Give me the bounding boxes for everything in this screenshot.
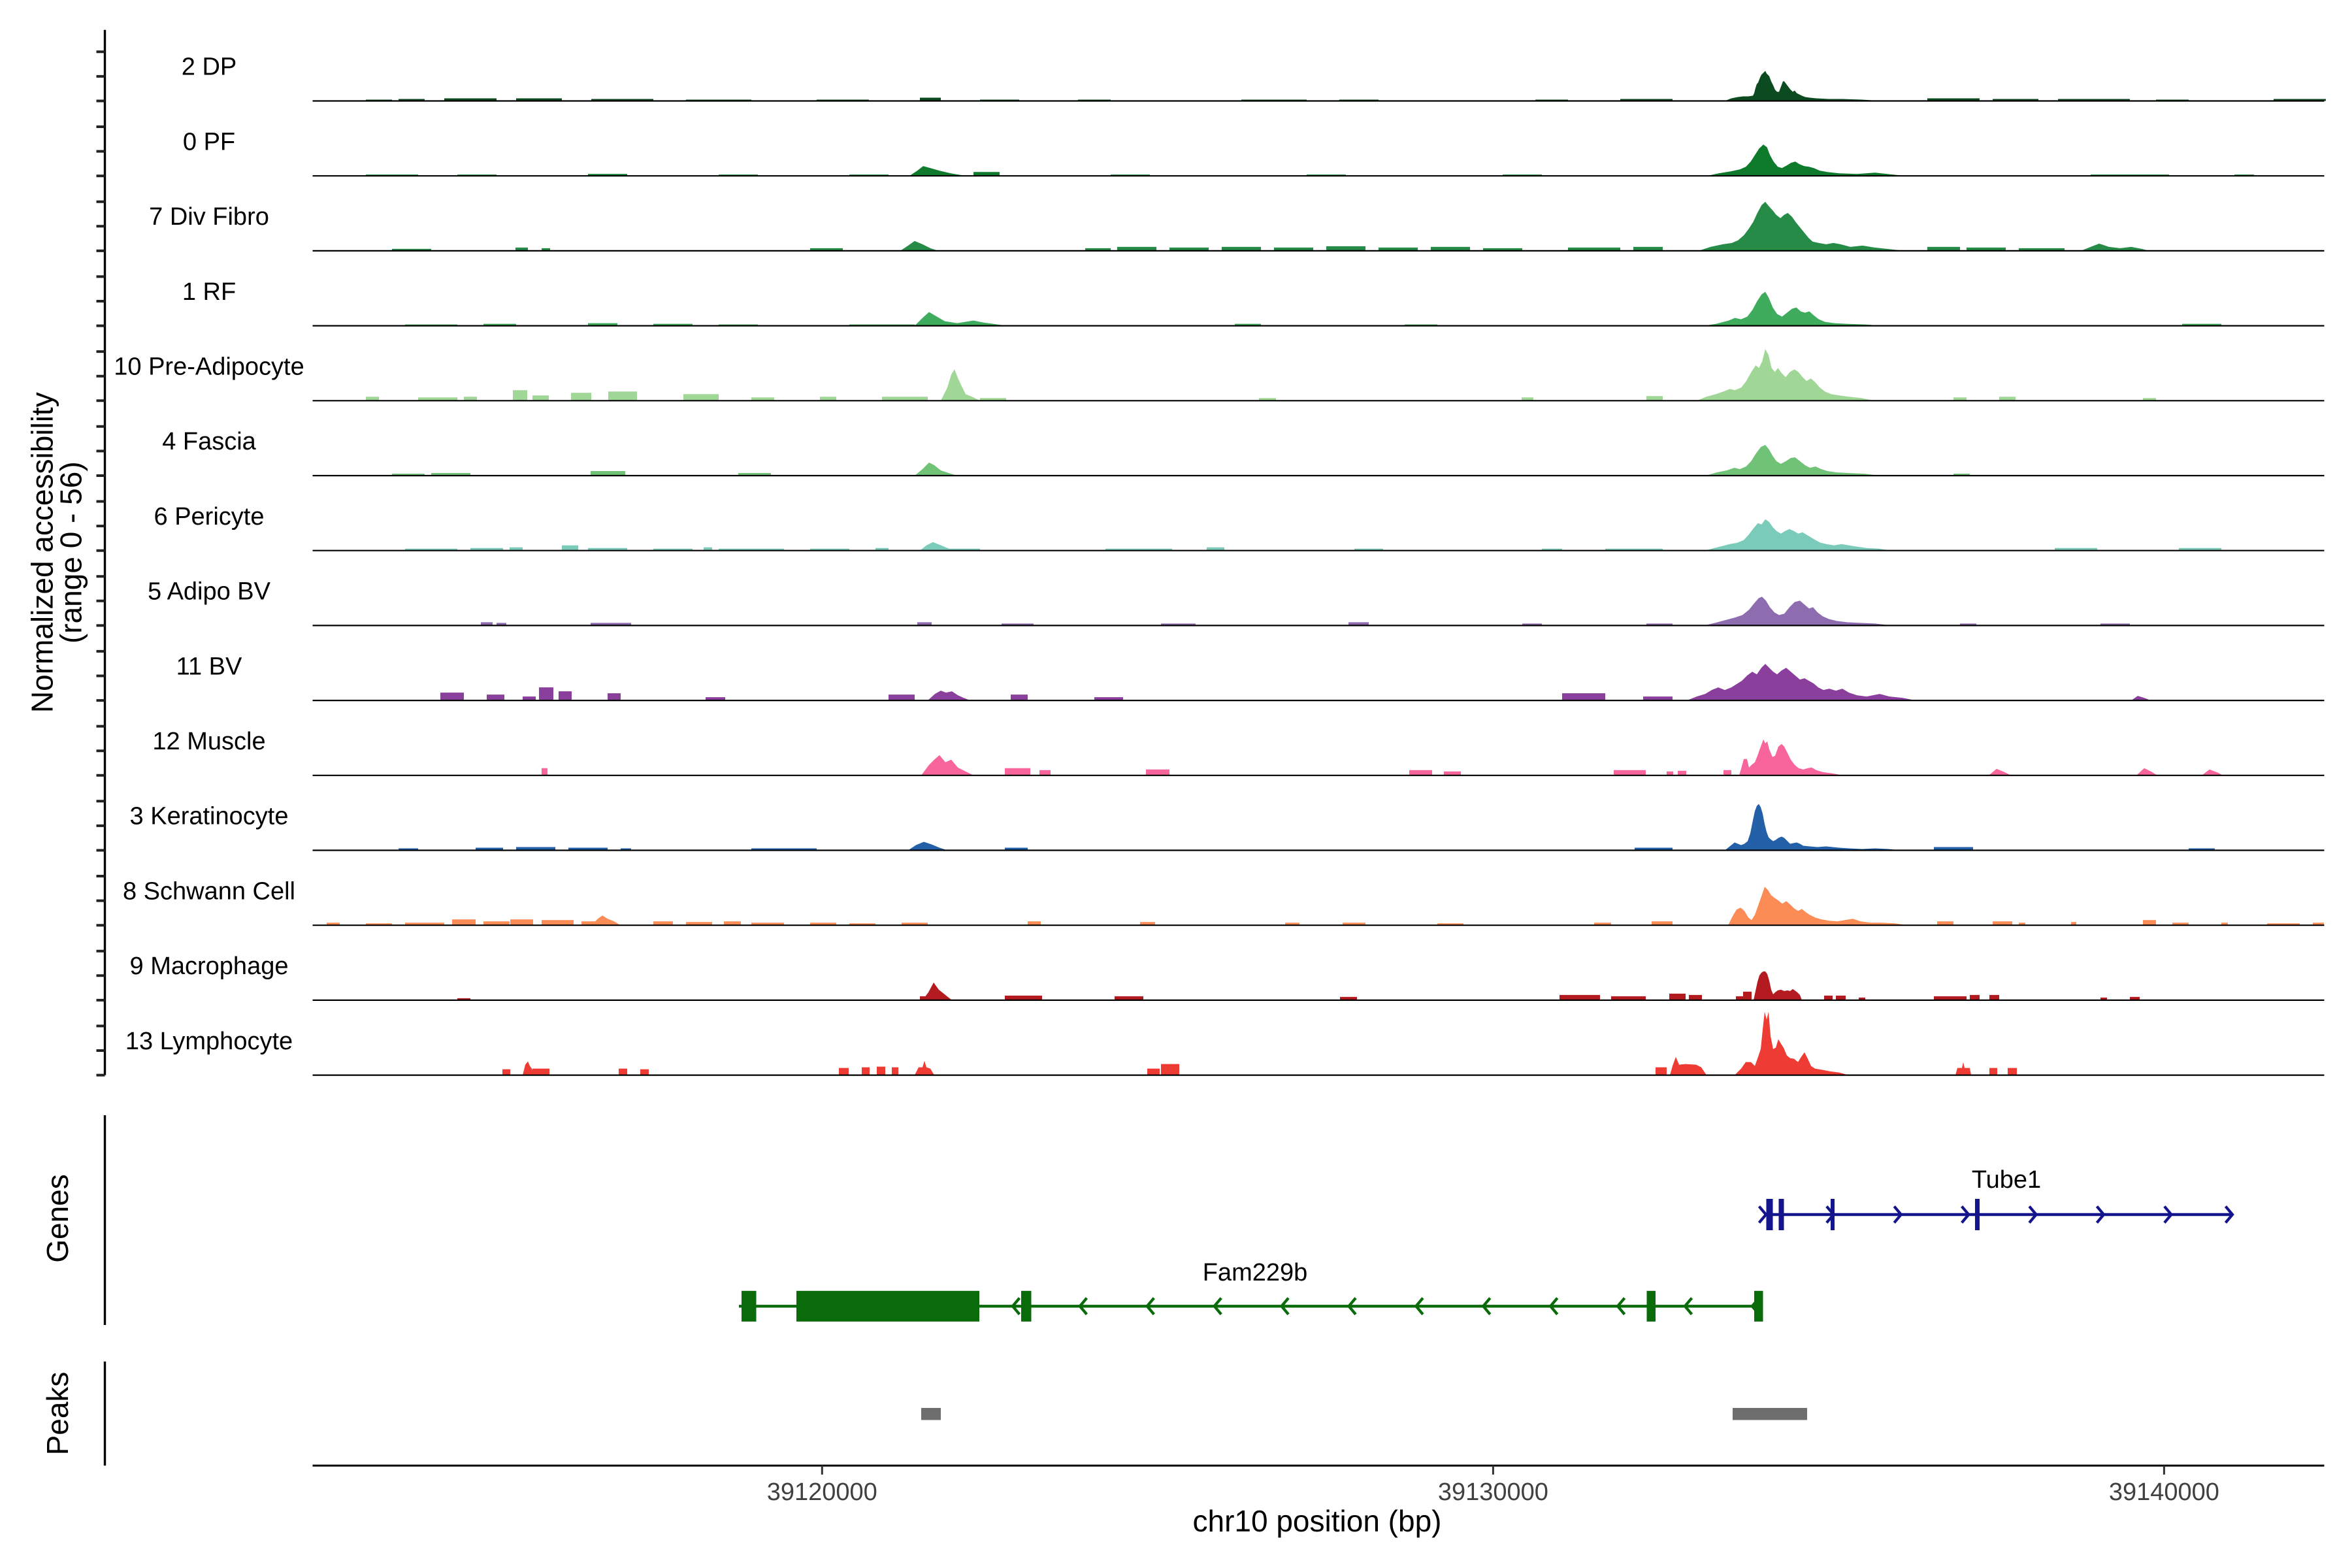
svg-text:9 Macrophage: 9 Macrophage [130, 953, 289, 980]
svg-text:0 PF: 0 PF [183, 128, 235, 155]
svg-text:39120000: 39120000 [767, 1478, 877, 1506]
svg-text:Genes: Genes [41, 1174, 74, 1263]
svg-text:1 RF: 1 RF [182, 278, 236, 306]
svg-text:5 Adipo BV: 5 Adipo BV [148, 578, 271, 606]
svg-text:2 DP: 2 DP [182, 54, 237, 81]
svg-text:(range 0 - 56): (range 0 - 56) [54, 461, 88, 644]
svg-text:Peaks: Peaks [41, 1372, 74, 1456]
svg-text:7 Div Fibro: 7 Div Fibro [149, 203, 269, 231]
svg-text:39140000: 39140000 [2109, 1478, 2219, 1506]
svg-text:Normalized accessibility: Normalized accessibility [25, 392, 59, 713]
svg-text:13 Lymphocyte: 13 Lymphocyte [125, 1028, 293, 1055]
svg-text:chr10 position (bp): chr10 position (bp) [1193, 1504, 1442, 1538]
svg-text:Tube1: Tube1 [1972, 1166, 2041, 1194]
svg-text:4 Fascia: 4 Fascia [162, 428, 256, 455]
svg-text:39130000: 39130000 [1438, 1478, 1548, 1506]
svg-text:12 Muscle: 12 Muscle [152, 728, 265, 755]
svg-text:Fam229b: Fam229b [1203, 1259, 1308, 1286]
svg-text:10 Pre-Adipocyte: 10 Pre-Adipocyte [114, 353, 304, 381]
svg-text:8 Schwann Cell: 8 Schwann Cell [123, 877, 295, 905]
svg-text:6 Pericyte: 6 Pericyte [154, 503, 265, 531]
svg-text:11 BV: 11 BV [176, 653, 242, 680]
svg-text:3 Keratinocyte: 3 Keratinocyte [130, 803, 289, 830]
